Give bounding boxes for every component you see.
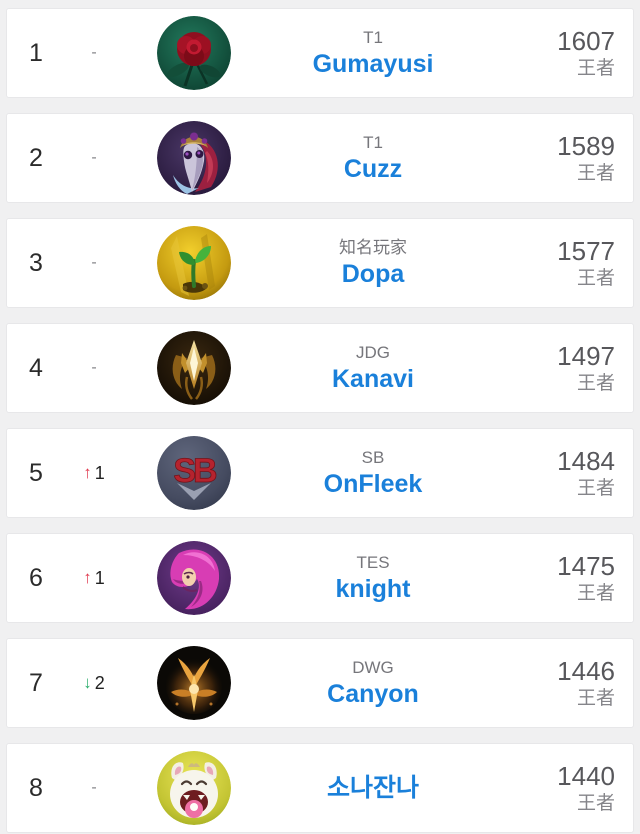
player-name[interactable]: Cuzz [343, 155, 403, 183]
team-name: JDG [356, 343, 390, 362]
team-name: 知名玩家 [339, 238, 407, 257]
player-name[interactable]: 소나잔나 [326, 773, 419, 802]
player-block: 知名玩家 Dopa [231, 239, 515, 287]
rank-change: - [91, 149, 97, 166]
rating-score: 1577 [557, 236, 615, 266]
svg-text:SB: SB [173, 452, 217, 490]
rank-number: 2 [29, 143, 43, 172]
rating-score: 1484 [557, 446, 615, 476]
player-block: 소나잔나 [231, 773, 515, 802]
leaderboard-row[interactable]: 5 ↑ 1 SB SB OnFleek 1484 王者 [6, 428, 634, 518]
rank-number: 7 [29, 668, 43, 697]
rank-change-arrow-icon: ↑ [83, 567, 92, 587]
rating-score: 1607 [557, 26, 615, 56]
avatar-sprout-icon [157, 226, 231, 300]
avatar-poro-icon [157, 751, 231, 825]
player-name[interactable]: Kanavi [332, 365, 414, 393]
rating-score: 1446 [557, 656, 615, 686]
rating-score: 1475 [557, 551, 615, 581]
avatar-flame-emblem-icon [157, 646, 231, 720]
stats-block: 1446 王者 [515, 658, 633, 708]
rank-change: ↑ 1 [83, 567, 105, 588]
rank-number: 5 [29, 458, 43, 487]
player-name[interactable]: knight [335, 575, 411, 603]
avatar-xayah-icon [157, 541, 231, 615]
player-block: JDG Kanavi [231, 344, 515, 392]
player-name[interactable]: Gumayusi [312, 50, 434, 78]
rank-change: ↑ 1 [83, 462, 105, 483]
rating-score: 1440 [557, 761, 615, 791]
team-name: SB [361, 448, 385, 467]
player-block: SB OnFleek [231, 449, 515, 497]
avatar-rose-icon [157, 16, 231, 90]
tier-label: 王者 [576, 373, 615, 394]
player-block: T1 Gumayusi [231, 29, 515, 77]
stats-block: 1577 王者 [515, 238, 633, 288]
leaderboard-row[interactable]: 7 ↓ 2 DWG Canyon 1446 王 [6, 638, 634, 728]
player-name[interactable]: OnFleek [323, 470, 423, 498]
stats-block: 1497 王者 [515, 343, 633, 393]
leaderboard-row[interactable]: 3 - 知名玩家 Dopa 1577 王者 [6, 218, 634, 308]
rank-change: - [91, 254, 97, 271]
leaderboard-row[interactable]: 2 - T [6, 113, 634, 203]
stats-block: 1475 王者 [515, 553, 633, 603]
player-block: TES knight [231, 554, 515, 602]
rank-change: - [91, 779, 97, 796]
rank-number: 8 [29, 773, 43, 802]
avatar-sb-logo-icon: SB [157, 436, 231, 510]
player-name[interactable]: Dopa [341, 260, 405, 288]
tier-label: 王者 [576, 268, 615, 289]
rating-score: 1497 [557, 341, 615, 371]
tier-label: 王者 [576, 58, 615, 79]
stats-block: 1440 王者 [515, 763, 633, 813]
team-name: T1 [363, 133, 383, 152]
rank-number: 6 [29, 563, 43, 592]
rank-number: 1 [29, 38, 43, 67]
leaderboard-row[interactable]: 6 ↑ 1 TES knight 1475 王者 [6, 533, 634, 623]
rank-change: - [91, 359, 97, 376]
leaderboard-row[interactable]: 4 - JDG Kanavi [6, 323, 634, 413]
tier-label: 王者 [576, 583, 615, 604]
rating-score: 1589 [557, 131, 615, 161]
stats-block: 1589 王者 [515, 133, 633, 183]
rank-change: - [91, 44, 97, 61]
team-name: T1 [363, 28, 383, 47]
tier-label: 王者 [576, 688, 615, 709]
player-block: DWG Canyon [231, 659, 515, 707]
stats-block: 1607 王者 [515, 28, 633, 78]
tier-label: 王者 [576, 163, 615, 184]
avatar-plague-mask-icon [157, 121, 231, 195]
player-name[interactable]: Canyon [327, 680, 419, 708]
team-name: TES [356, 553, 390, 572]
stats-block: 1484 王者 [515, 448, 633, 498]
rank-number: 3 [29, 248, 43, 277]
rank-change-arrow-icon: ↑ [83, 462, 92, 482]
rank-change-arrow-icon: ↓ [83, 672, 92, 692]
player-block: T1 Cuzz [231, 134, 515, 182]
leaderboard-row[interactable]: 1 - T1 Gumayusi 160 [6, 8, 634, 98]
rank-change: ↓ 2 [83, 672, 105, 693]
tier-label: 王者 [576, 478, 615, 499]
rank-number: 4 [29, 353, 43, 382]
tier-label: 王者 [576, 793, 615, 814]
team-name: DWG [352, 658, 394, 677]
avatar-gold-crest-icon [157, 331, 231, 405]
leaderboard-row[interactable]: 8 - 소나잔 [6, 743, 634, 833]
